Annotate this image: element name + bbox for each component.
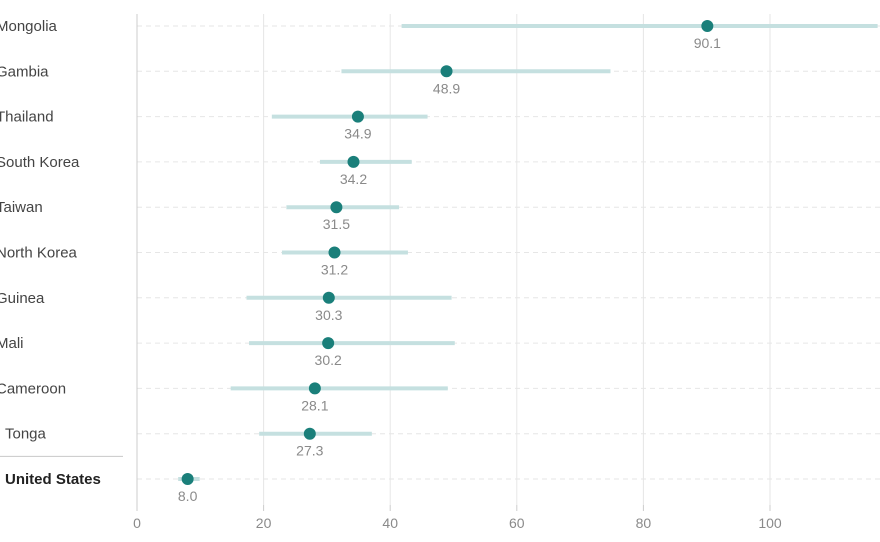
data-point-mali: [322, 337, 335, 350]
grid-layer: [263, 14, 771, 505]
country-label-taiwan: Taiwan: [0, 199, 43, 216]
country-label-united-states: United States: [5, 471, 101, 488]
country-label-mali: Mali: [0, 335, 24, 352]
value-labels: 90.1 48.9 34.9 34.2 31.5 31.2 30.3 30.2 28.1 27.3…: [178, 35, 721, 504]
value-label: 28.1: [301, 397, 328, 413]
data-point-mongolia: [701, 20, 714, 32]
data-point-gambia: [440, 65, 453, 78]
value-label: 30.2: [315, 352, 342, 368]
x-axis: 0 20 40 60 80 100: [133, 14, 782, 531]
country-label-guinea: Guinea: [0, 290, 45, 307]
x-tick-label: 20: [256, 515, 272, 531]
country-label-thailand: Thailand: [0, 109, 54, 126]
value-label: 30.3: [315, 307, 342, 323]
country-label-cameroon: Cameroon: [0, 380, 66, 397]
data-points: [181, 20, 714, 485]
data-point-tonga: [303, 427, 316, 440]
x-tick-label: 100: [758, 515, 782, 531]
row-guides: [137, 25, 880, 480]
data-point-thailand: [351, 110, 364, 123]
data-point-cameroon: [308, 382, 321, 395]
data-point-south-korea: [347, 155, 360, 168]
country-label-tonga: Tonga: [5, 426, 47, 443]
data-point-guinea: [322, 291, 335, 304]
data-point-north-korea: [328, 246, 341, 259]
value-label: 27.3: [296, 443, 323, 459]
value-label: 34.9: [344, 126, 371, 142]
country-label-mongolia: Mongolia: [0, 18, 58, 35]
country-label-south-korea: South Korea: [0, 154, 80, 171]
value-label: 90.1: [694, 35, 721, 51]
x-tick-label: 0: [133, 515, 141, 531]
value-label: 48.9: [433, 80, 460, 96]
value-label: 8.0: [178, 488, 198, 504]
x-tick-label: 60: [509, 515, 525, 531]
country-label-north-korea: North Korea: [0, 245, 78, 262]
x-tick-label: 80: [636, 515, 652, 531]
x-tick-label: 40: [382, 515, 398, 531]
data-point-united-states: [181, 473, 194, 485]
country-label-gambia: Gambia: [0, 63, 49, 80]
range-bars: [178, 24, 878, 481]
country-labels: Mongolia Gambia Thailand South Korea Taiwan N…: [0, 18, 123, 488]
data-point-taiwan: [330, 201, 343, 214]
value-label: 31.2: [321, 262, 348, 278]
value-label: 31.5: [323, 216, 350, 232]
value-label: 34.2: [340, 171, 367, 187]
